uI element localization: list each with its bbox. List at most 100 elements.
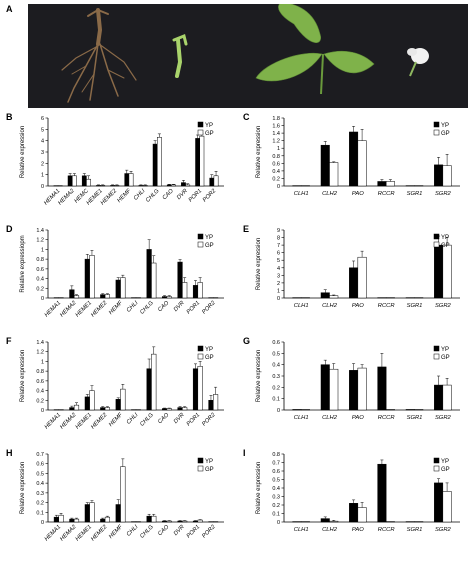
y-tick-label: 1.2 [272,139,280,145]
x-tick-label: CHLG [139,412,155,428]
y-axis-label: Relative expression [256,462,262,514]
y-tick-label: 0.6 [272,469,280,475]
bar-gp [197,366,203,411]
x-tick-label: CAO [157,300,170,313]
y-tick-label: 0.4 [272,363,280,369]
y-tick-label: 1.6 [272,124,280,130]
y-tick-label: 3 [41,150,44,156]
root-specimen [61,8,137,103]
panel-label-f: F [6,336,12,346]
legend-label-gp: GP [441,355,450,361]
bar-yp [177,407,183,411]
bar-gp [329,295,339,299]
bar-gp [89,502,95,523]
bar-gp [120,388,126,411]
y-tick-label: 0.7 [272,461,280,467]
bar-gp [120,277,126,299]
bar-gp [442,491,452,523]
y-tick-label: 0.4 [36,277,44,283]
legend-label-gp: GP [205,243,214,249]
bar-yp [162,408,168,411]
y-tick-label: 0.8 [36,369,44,375]
trifoliate-leaf [255,4,375,95]
y-tick-label: 0.8 [36,257,44,263]
bar-gp [151,262,157,299]
bar-yp [152,143,158,187]
legend-swatch-gp [197,353,204,360]
y-tick-label: 0.4 [36,481,44,487]
bar-gp [104,294,110,299]
bar-yp [162,520,168,523]
y-tick-label: 0.2 [272,503,280,509]
y-tick-label: 1.4 [36,340,44,346]
y-tick-label: 0.5 [272,351,280,357]
legend-label-yp: YP [205,235,213,241]
flower-specimen [407,48,429,77]
y-tick-label: 1.2 [36,238,44,244]
legend-label-gp: GP [441,131,450,137]
x-tick-label: CLH1 [294,191,309,197]
chart-panel-e: Relative expression 0 12 34 56 78 9 CLH1 CLH2 PAO… [256,228,460,309]
bar-gp [73,404,80,411]
bar-gp [73,295,80,299]
panel-label-a: A [6,4,13,14]
x-tick-label: CAO [157,412,170,425]
bar-yp [208,400,214,411]
legend-swatch-gp [197,241,204,248]
bar-gp [329,162,339,187]
bar-gp [114,185,120,187]
y-tick-label: 0 [277,408,280,414]
bar-gp [213,394,219,411]
y-tick-label: 0.1 [36,510,44,516]
x-tick-label: CAO [162,188,175,201]
y-tick-label: 0.3 [36,491,44,497]
y-tick-label: 0 [41,184,44,190]
x-tick-label: CLH2 [322,415,338,421]
bar-gp [357,507,367,523]
x-tick-label: PAO [352,191,364,197]
x-tick-label: SGR1 [407,415,423,421]
x-tick-label: CLH1 [294,527,309,533]
bar-yp [177,261,183,299]
y-axis-label: Relative expression [20,350,26,402]
bar-gp [357,256,367,299]
bar-yp [115,279,121,299]
bar-yp [405,409,415,411]
x-tick-label: HEMF [108,300,124,316]
bar-gp [414,409,424,411]
y-tick-label: 1.4 [272,131,280,137]
y-tick-label: 0.8 [272,154,280,160]
panel-label-b: B [6,112,13,122]
bar-yp [349,370,359,411]
chart-panel-i: Relative expression 0 0.1 0.2 0.3 0.4 0.5 0.6 0.… [256,452,460,533]
y-tick-label: 8 [277,236,280,242]
panel-label-c: C [243,112,250,122]
bar-gp [442,244,452,299]
bar-gp [329,368,339,411]
y-axis-label: Relative expression [20,126,26,178]
bar-yp [377,463,387,523]
x-tick-label: CHLI [126,524,140,538]
x-tick-label: POR1 [186,412,201,427]
bar-yp [115,504,121,523]
y-tick-label: 0.6 [36,379,44,385]
y-tick-label: 0.8 [272,452,280,458]
x-tick-label: CHLI [126,300,140,314]
plant-photo [28,4,468,108]
bar-gp [385,181,395,187]
chart-panel-f: Relative expression 0 0.2 0.4 0.6 0.8 1 1.2 1.4 H… [20,340,224,431]
y-axis-label: Relative expressiopm [20,235,26,292]
legend-swatch-gp [197,465,204,472]
legend-label-gp: GP [205,467,214,473]
bar-yp [192,520,199,523]
y-tick-label: 0.6 [272,161,280,167]
y-tick-label: 0 [41,296,44,302]
legend-swatch-yp [197,121,204,128]
x-tick-label: CHLG [145,188,161,204]
bar-gp [128,173,134,187]
y-tick-label: 0.4 [36,389,44,395]
legend-swatch-yp [197,457,204,464]
x-tick-label: CLH1 [294,415,309,421]
bar-yp [195,138,200,187]
bar-gp [104,407,110,411]
